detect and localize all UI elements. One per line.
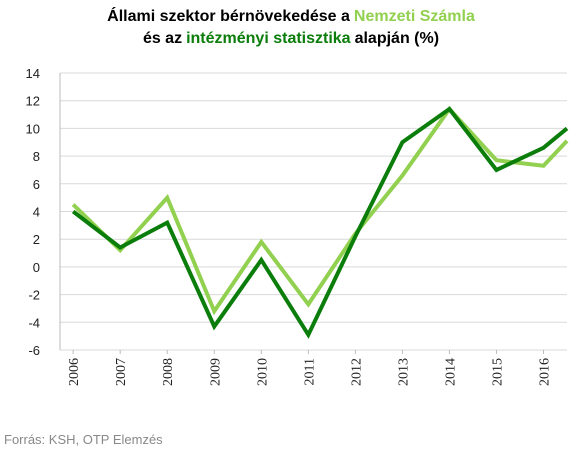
line-series bbox=[71, 106, 569, 339]
y-tick-label: 12 bbox=[26, 94, 40, 109]
x-tick-label: 2011 bbox=[302, 358, 317, 385]
y-tick-label: 0 bbox=[33, 260, 40, 275]
x-tick-label: 2006 bbox=[67, 358, 82, 386]
title-text: alapján (%) bbox=[354, 30, 440, 47]
x-tick-label: 2010 bbox=[255, 358, 270, 386]
source: Forrás: KSH, OTP Elemzés bbox=[4, 432, 163, 447]
legend-entry: intézményi statisztika bbox=[186, 30, 351, 47]
y-tick-label: 2 bbox=[33, 232, 40, 247]
y-tick-label: 4 bbox=[33, 205, 40, 220]
x-tick-label: 2012 bbox=[349, 358, 364, 386]
chart-title: Állami szektor bérnövekedése a Nemzeti Sz… bbox=[0, 6, 582, 50]
y-tick-label: 8 bbox=[33, 149, 40, 164]
y-tick-label: -2 bbox=[28, 288, 40, 303]
x-tick-label: 2007 bbox=[114, 358, 129, 386]
title-text: Állami szektor bérnövekedése a bbox=[107, 8, 350, 25]
legend-entry: Nemzeti Számla bbox=[353, 8, 475, 25]
x-tick-label: 2016 bbox=[537, 358, 552, 386]
y-tick-label: -6 bbox=[28, 343, 40, 358]
y-tick-label: 10 bbox=[26, 121, 40, 136]
x-tick-label: 2009 bbox=[208, 358, 223, 386]
title-text: és az bbox=[142, 30, 183, 47]
y-tick-label: 6 bbox=[33, 177, 40, 192]
x-tick-label: 2015 bbox=[490, 358, 505, 386]
x-tick-label: 2013 bbox=[396, 358, 411, 386]
y-tick-label: -4 bbox=[28, 315, 40, 330]
y-tick-label: 14 bbox=[26, 66, 40, 81]
line-series bbox=[71, 105, 569, 316]
x-tick-label: 2008 bbox=[161, 358, 176, 386]
x-tick-label: 2014 bbox=[443, 358, 458, 386]
